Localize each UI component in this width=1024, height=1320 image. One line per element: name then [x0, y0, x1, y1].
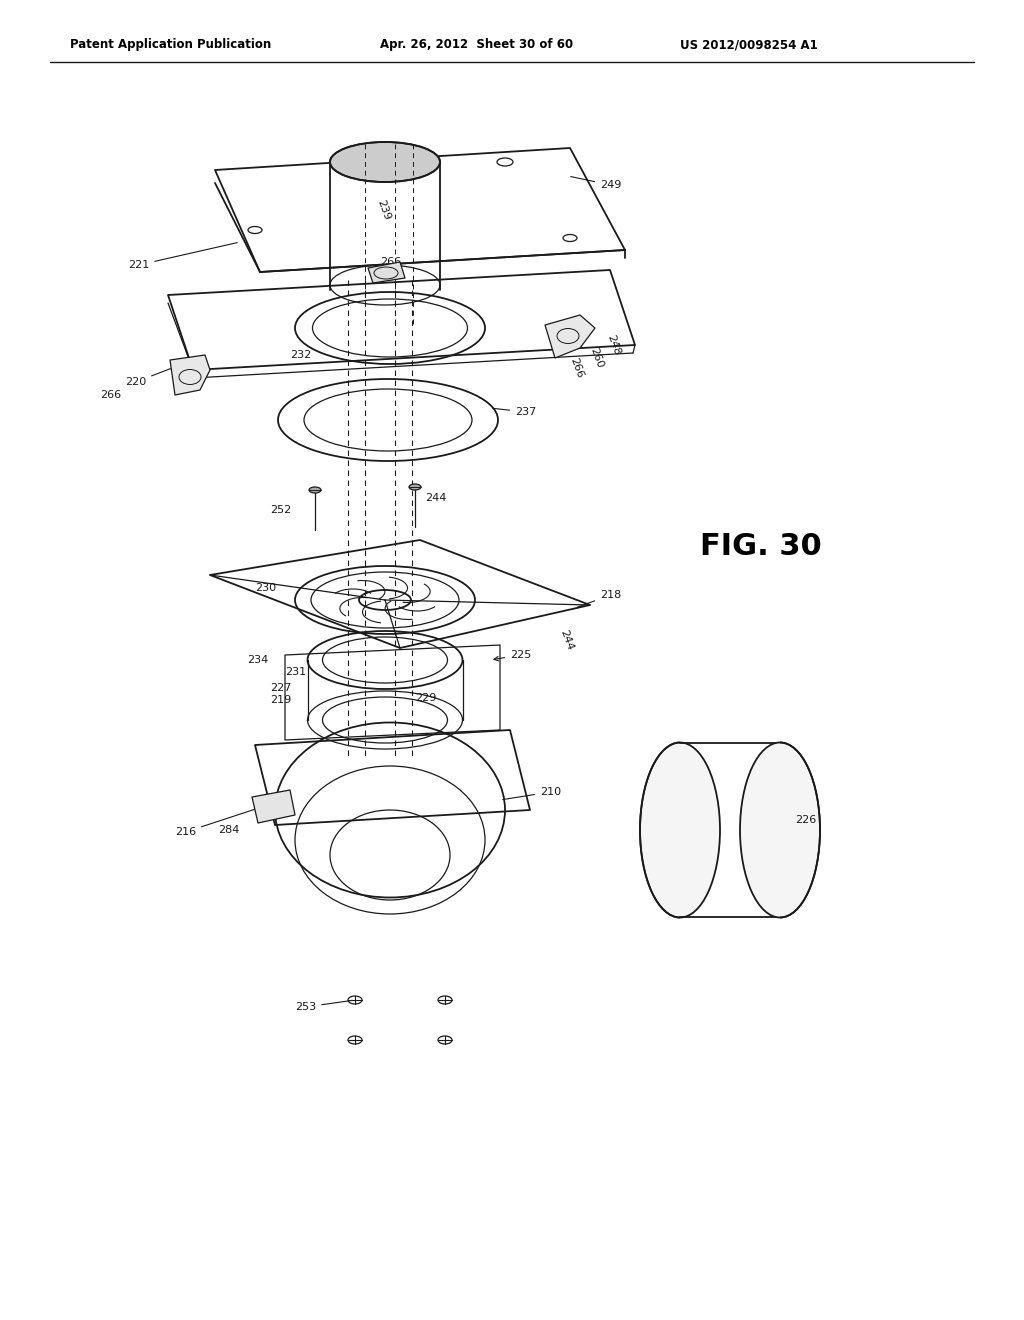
- Text: FIG. 30: FIG. 30: [700, 532, 821, 561]
- Text: 219: 219: [270, 696, 291, 705]
- Text: 284: 284: [218, 825, 240, 836]
- Text: 226: 226: [795, 814, 816, 825]
- Text: 221: 221: [128, 243, 238, 271]
- Ellipse shape: [740, 742, 820, 917]
- Text: 234: 234: [247, 655, 268, 665]
- Ellipse shape: [309, 487, 321, 492]
- Text: 260: 260: [588, 346, 604, 370]
- Text: 249: 249: [570, 177, 622, 190]
- Text: 210: 210: [503, 787, 561, 800]
- Text: 239: 239: [375, 198, 391, 222]
- Polygon shape: [545, 315, 595, 358]
- Text: 227: 227: [270, 682, 292, 693]
- Text: 218: 218: [578, 590, 622, 607]
- Text: 220: 220: [125, 360, 190, 387]
- Text: Patent Application Publication: Patent Application Publication: [70, 38, 271, 51]
- Polygon shape: [170, 355, 210, 395]
- Text: 244: 244: [558, 628, 574, 652]
- Text: 232: 232: [290, 350, 311, 360]
- Polygon shape: [252, 789, 295, 822]
- Ellipse shape: [409, 484, 421, 490]
- Ellipse shape: [330, 143, 440, 182]
- Text: 266: 266: [100, 389, 121, 400]
- Text: 216: 216: [175, 800, 280, 837]
- Text: 252: 252: [270, 506, 291, 515]
- Text: Apr. 26, 2012  Sheet 30 of 60: Apr. 26, 2012 Sheet 30 of 60: [380, 38, 573, 51]
- Text: 253: 253: [295, 1001, 352, 1012]
- Text: 237: 237: [493, 407, 537, 417]
- Text: 229: 229: [415, 693, 436, 704]
- Text: 225: 225: [494, 649, 531, 661]
- Ellipse shape: [640, 742, 720, 917]
- Polygon shape: [368, 261, 406, 282]
- Text: 266: 266: [380, 257, 401, 267]
- Text: 230: 230: [255, 583, 276, 593]
- Text: 231: 231: [285, 667, 306, 677]
- Text: 248: 248: [605, 333, 622, 356]
- Text: 266: 266: [568, 356, 585, 380]
- Text: US 2012/0098254 A1: US 2012/0098254 A1: [680, 38, 818, 51]
- Text: 244: 244: [425, 492, 446, 503]
